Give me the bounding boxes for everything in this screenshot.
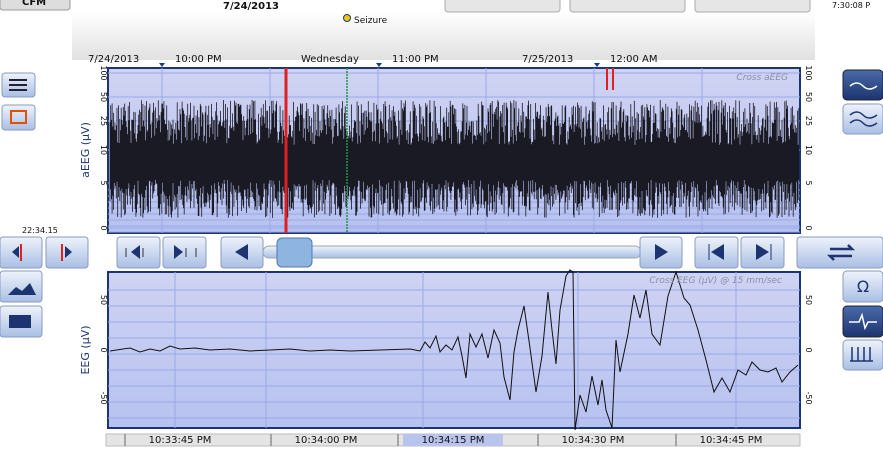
impedance-button[interactable] [842,270,883,303]
date: 7/24/2013 [223,1,279,12]
y-tick-label: 0 [99,347,108,352]
eeg-mode-button[interactable] [842,339,883,371]
top-button[interactable] [694,0,811,13]
y-tick-label: 0 [804,225,813,230]
y-tick-label: 5 [99,180,108,185]
time-highlight [403,434,503,446]
timeline-label: 7/24/2013 [88,54,139,65]
tool-button[interactable] [0,270,43,303]
y-tick-label: 50 [804,295,813,305]
top-button[interactable] [444,0,561,13]
y-tick-label: 50 [804,92,813,102]
y-tick-label: -50 [804,391,813,404]
tool-button[interactable] [1,104,36,131]
aeeg-title: Cross aEEG [736,73,788,83]
y-tick-label: 0 [804,347,813,352]
y-tick-label: 5 [804,180,813,185]
y-tick-label: 100 [804,65,813,80]
y-tick-label: 100 [99,65,108,80]
cursor-time: 22:34.15 [22,226,58,235]
y-tick-label: 50 [99,92,108,102]
event-label: Seizure [354,16,388,26]
timeline-label: 12:00 AM [610,54,657,65]
aeeg-trace [109,100,800,218]
mode-label: CFM [22,0,46,8]
top-button[interactable] [569,0,686,13]
slider-thumb[interactable] [276,237,313,268]
y-tick-label: 50 [99,295,108,305]
timeline-label: 11:00 PM [392,54,439,65]
y-tick-label: 25 [99,116,108,126]
eeg-title: Cross EEG (µV) @ 15 mm/sec [649,276,782,286]
zoom-button[interactable] [162,236,207,269]
time-label: 10:33:45 PM [149,435,212,446]
time-label: 10:34:30 PM [562,435,625,446]
event-icon [343,14,351,22]
slider-track[interactable] [262,245,642,259]
aeeg-axis-label: aEEG (µV) [79,122,92,178]
eeg-axis-label: EEG (µV) [79,325,92,374]
time-label: 10:34:00 PM [295,435,358,446]
y-tick-label: 10 [804,145,813,155]
timeline-label: Wednesday [301,54,359,65]
y-tick-label: 10 [99,145,108,155]
timeline-label: 7/25/2013 [522,54,573,65]
timeline-band [72,12,815,60]
eeg-trace [109,269,799,431]
mode-button[interactable] [0,0,71,11]
y-tick-label: 25 [804,116,813,126]
timeline: 7/24/2013 10:00 PM Wednesday 11:00 PM 7/… [88,54,657,67]
time-label: 10:34:15 PM [422,435,485,446]
y-tick-label: 0 [99,225,108,230]
aeeg-mode-button[interactable] [842,103,883,135]
clock: 7:30:08 P [832,1,870,10]
swap-button[interactable] [796,236,883,269]
timeline-label: 10:00 PM [175,54,222,65]
time-label: 10:34:45 PM [700,435,763,446]
impedance-label: Ω [857,277,869,296]
y-tick-label: -50 [99,391,108,404]
